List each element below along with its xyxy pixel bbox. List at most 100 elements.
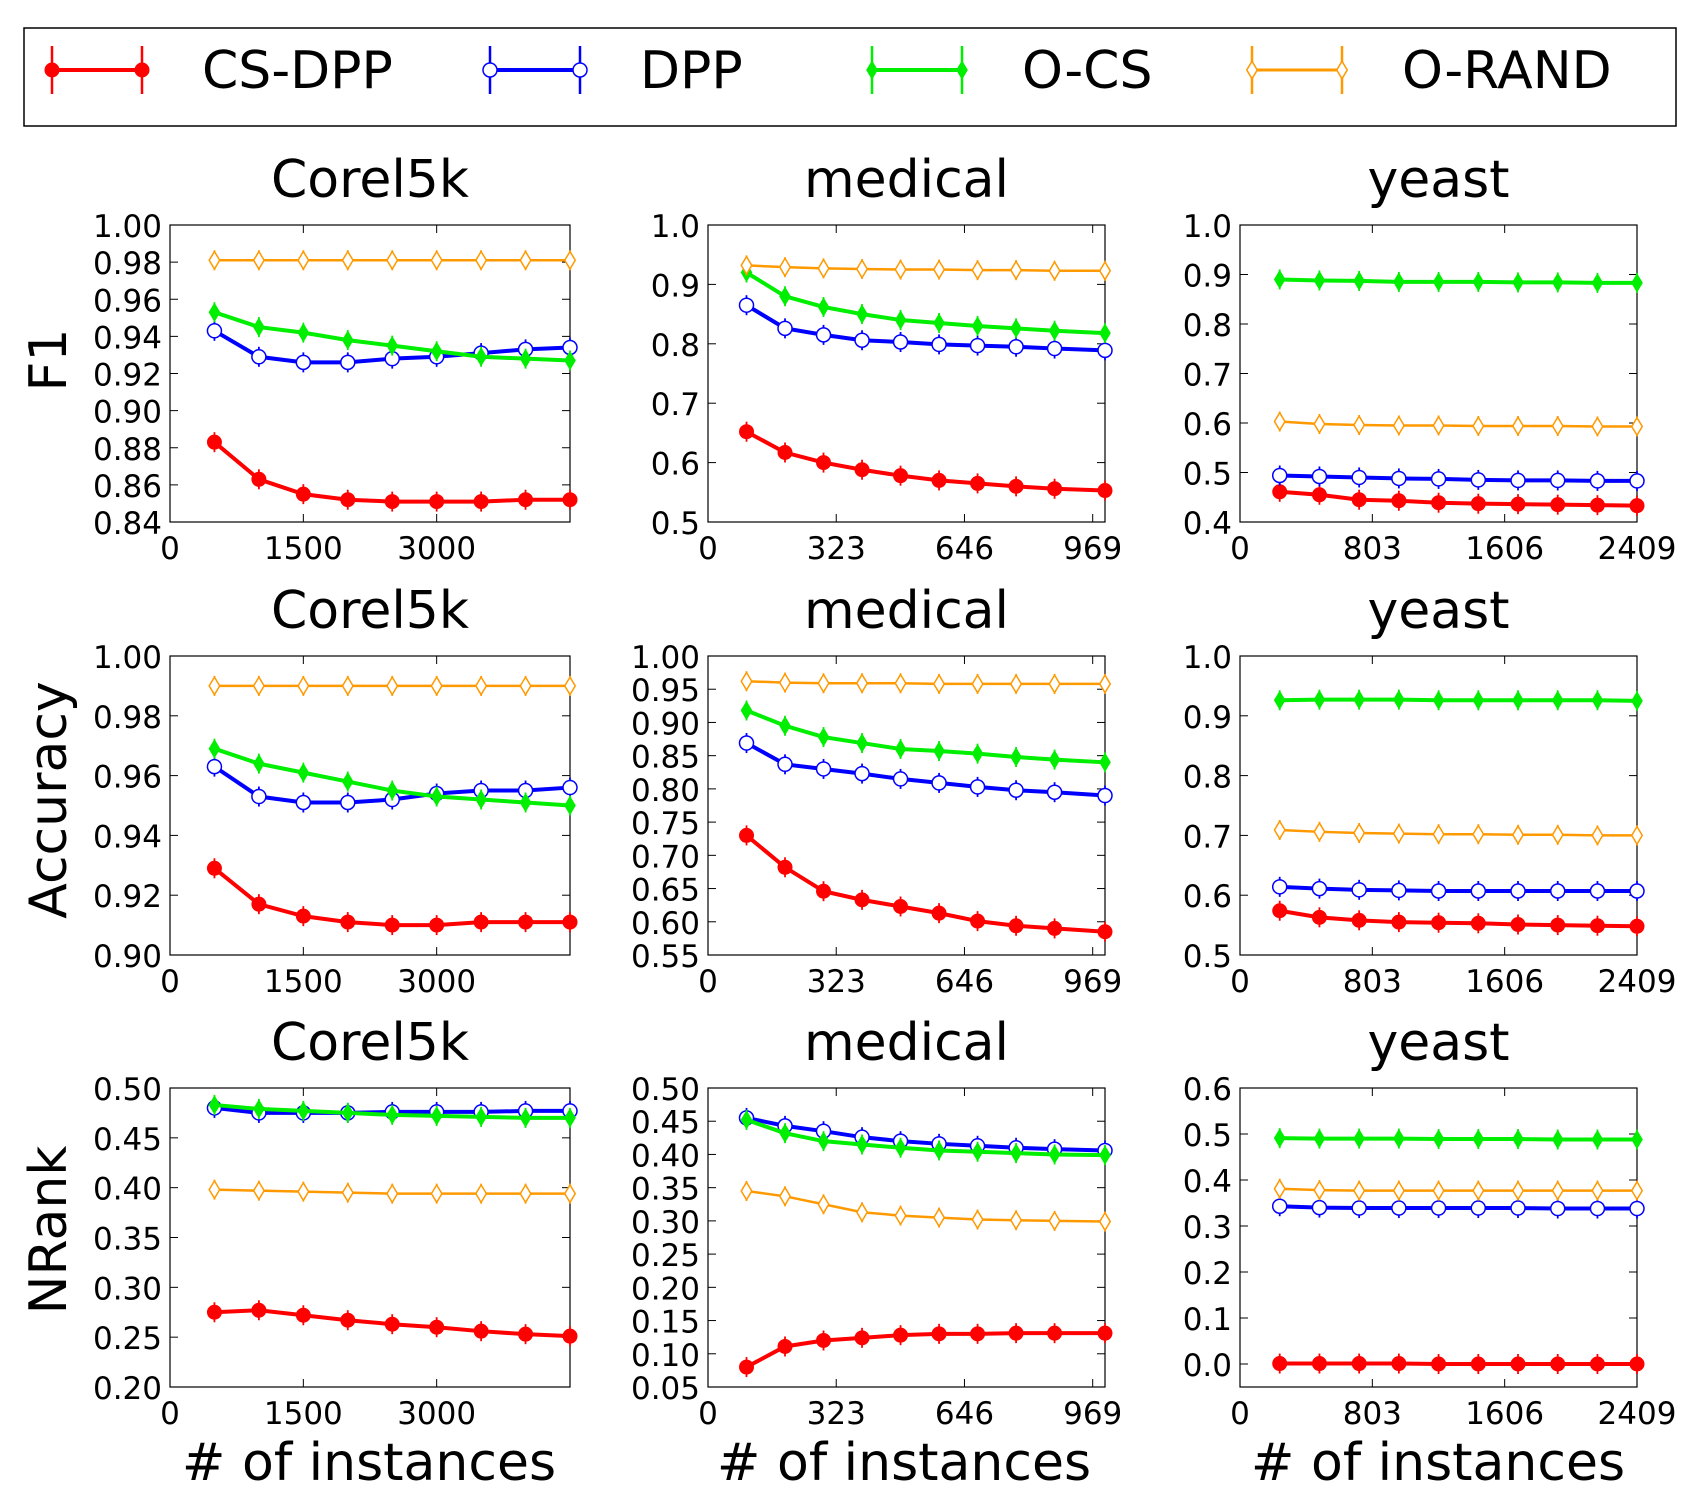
data-point-ocs — [933, 1140, 945, 1161]
data-point-csdpp — [1311, 1356, 1327, 1372]
data-point-dpp — [854, 765, 870, 782]
data-point-orand — [971, 259, 984, 281]
series-line-csdpp — [1279, 908, 1638, 929]
series-line-csdpp — [745, 429, 1106, 493]
y-tick-label: 0.95 — [631, 673, 700, 709]
data-point-csdpp — [1470, 496, 1486, 512]
data-point-orand — [1511, 415, 1525, 437]
data-point-orand — [1630, 416, 1644, 437]
data-point-dpp — [1589, 473, 1606, 489]
y-tick-label: 0.9 — [1183, 700, 1232, 736]
data-point-csdpp — [854, 1330, 870, 1346]
data-point-csdpp — [1589, 497, 1605, 513]
data-point-dpp — [1391, 882, 1407, 899]
data-point-dpp — [340, 794, 356, 811]
y-tick-label: 0.40 — [631, 1138, 700, 1174]
data-point-csdpp — [1470, 915, 1486, 931]
data-point-ocs — [1099, 1145, 1111, 1165]
x-tick-label: 646 — [935, 964, 994, 1000]
data-point-dpp — [1351, 882, 1367, 898]
data-point-csdpp — [1470, 1356, 1486, 1372]
x-tick-label: 1606 — [1465, 531, 1544, 567]
y-tick-label: 1.00 — [631, 640, 700, 676]
data-point-ocs — [1010, 318, 1022, 339]
series-orand — [1273, 411, 1644, 437]
series-csdpp — [1272, 481, 1645, 516]
data-point-orand — [1591, 416, 1604, 437]
data-point-orand — [1048, 673, 1061, 695]
data-point-orand — [1630, 1180, 1644, 1201]
data-point-dpp — [206, 758, 223, 775]
data-point-ocs — [933, 313, 945, 333]
legend-marker-csdpp — [44, 62, 60, 78]
data-point-dpp — [738, 735, 755, 751]
data-point-csdpp — [1629, 498, 1645, 514]
series-line-orand — [746, 264, 1105, 272]
data-point-orand — [817, 673, 830, 694]
y-tick-label: 0.8 — [1183, 308, 1232, 344]
series-line-dpp — [1279, 473, 1637, 483]
data-point-csdpp — [1550, 497, 1566, 513]
data-point-csdpp — [970, 913, 986, 929]
series-line-ocs — [1279, 697, 1638, 703]
series-line-dpp — [746, 1115, 1106, 1153]
data-point-csdpp — [1047, 920, 1063, 936]
data-point-csdpp — [473, 494, 489, 510]
series-ocs — [740, 262, 1111, 344]
data-point-dpp — [1510, 1200, 1526, 1216]
plot-frame — [169, 1087, 571, 1388]
y-tick-label: 0.7 — [1183, 358, 1232, 394]
y-tick-label: 0.90 — [93, 939, 162, 975]
data-point-ocs — [971, 743, 984, 764]
y-tick-label: 0.55 — [631, 939, 700, 975]
y-tick-label: 0.50 — [631, 1072, 700, 1108]
data-point-csdpp — [1008, 918, 1024, 934]
series-ocs — [208, 302, 576, 371]
data-point-csdpp — [206, 434, 222, 450]
x-tick-label: 0 — [1230, 1396, 1250, 1432]
data-point-csdpp — [429, 917, 445, 933]
y-tick-label: 0.25 — [93, 1321, 162, 1357]
y-tick-label: 0.65 — [631, 873, 700, 909]
data-point-csdpp — [251, 1302, 267, 1318]
x-tick-label: 0 — [160, 531, 180, 567]
data-point-dpp — [1351, 1200, 1367, 1216]
y-tick-label: 0.98 — [93, 700, 162, 736]
data-point-orand — [297, 1181, 310, 1202]
x-tick-label: 0 — [160, 964, 180, 1000]
y-tick-label: 0.92 — [93, 358, 162, 394]
data-point-ocs — [1273, 690, 1286, 710]
x-tick-label: 2409 — [1598, 531, 1677, 567]
series-line-dpp — [745, 741, 1106, 798]
panel-medical-1: medical 0.5 0.6 0.7 0.8 0.9 1.0 0 323 646 969 — [651, 150, 1123, 567]
data-point-ocs — [856, 733, 868, 753]
series-orand — [208, 675, 577, 697]
data-point-dpp — [1391, 470, 1407, 487]
data-point-ocs — [1591, 690, 1604, 710]
data-point-csdpp — [340, 1312, 356, 1328]
data-point-ocs — [1551, 272, 1564, 293]
data-point-csdpp — [429, 1319, 445, 1335]
y-tick-label: 0.84 — [93, 506, 162, 542]
x-tick-label: 323 — [807, 531, 866, 567]
data-point-ocs — [1048, 321, 1061, 341]
x-tick-label: 969 — [1063, 964, 1122, 1000]
data-point-ocs — [430, 786, 443, 807]
data-point-csdpp — [1391, 914, 1407, 930]
y-tick-label: 0.45 — [631, 1105, 700, 1141]
data-point-csdpp — [384, 494, 400, 510]
series-csdpp — [206, 1300, 578, 1347]
y-tick-label: 0.6 — [651, 447, 700, 483]
panel-title: Corel5k — [271, 1013, 469, 1073]
data-point-ocs — [1472, 690, 1485, 710]
data-point-ocs — [341, 1103, 354, 1123]
data-point-ocs — [894, 739, 907, 759]
data-point-orand — [1472, 1180, 1485, 1201]
data-point-orand — [1353, 1180, 1366, 1201]
data-point-csdpp — [816, 455, 832, 471]
x-tick-label: 323 — [807, 964, 866, 1000]
x-tick-label: 1606 — [1465, 1396, 1544, 1432]
data-point-csdpp — [251, 471, 267, 487]
data-point-csdpp — [1008, 1325, 1024, 1341]
series-dpp — [738, 295, 1113, 361]
